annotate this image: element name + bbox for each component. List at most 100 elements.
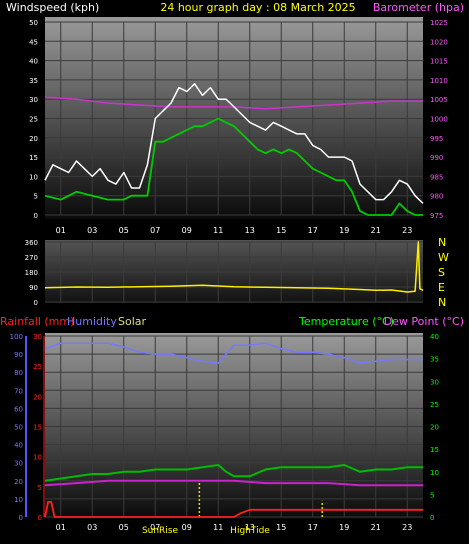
wind-y-tick-5: 25 xyxy=(29,116,38,124)
rain-y-tick-5: 25 xyxy=(33,363,42,371)
wind-xtick-1: 03 xyxy=(87,226,97,235)
rain-y-tick-4: 20 xyxy=(33,393,42,401)
wind-y-tick-8: 40 xyxy=(29,58,38,66)
baro-y-tick-5: 1000 xyxy=(430,116,448,124)
hightide-marker: HighTide xyxy=(230,526,270,536)
baro-y-tick-1: 980 xyxy=(430,193,443,201)
temp-y-tick-2: 10 xyxy=(430,469,439,477)
temp-y-axis-labels: 0 5 10 15 20 25 30 35 40 xyxy=(430,333,439,522)
hum-y-tick-2: 20 xyxy=(14,478,23,486)
hum-y-tick-10: 100 xyxy=(10,333,23,341)
gust-line xyxy=(44,83,424,204)
rain-xtick-11: 23 xyxy=(402,523,412,532)
dewpoint-label: Dew Point (°C) xyxy=(384,315,464,328)
hum-y-tick-5: 50 xyxy=(14,424,23,432)
rain-y-tick-2: 10 xyxy=(33,454,42,462)
hum-y-tick-8: 80 xyxy=(14,369,23,377)
rain-y-tick-3: 15 xyxy=(33,424,42,432)
baro-y-tick-9: 1020 xyxy=(430,38,448,46)
compass-2: S xyxy=(438,266,445,279)
temp-y-tick-3: 15 xyxy=(430,446,439,454)
humidity-label: Humidity xyxy=(67,315,117,328)
wind-xtick-6: 13 xyxy=(245,226,255,235)
compass-0: N xyxy=(438,236,446,249)
wind-y-tick-1: 5 xyxy=(34,193,38,201)
rain-xtick-4: 09 xyxy=(182,523,192,532)
wind-xtick-3: 07 xyxy=(150,226,160,235)
dir-y-tick-2: 180 xyxy=(25,269,38,277)
temp-y-tick-5: 25 xyxy=(430,401,439,409)
dir-y-tick-0: 0 xyxy=(34,299,38,307)
hum-y-tick-6: 60 xyxy=(14,405,23,413)
rain-series xyxy=(25,336,423,518)
compass-4: N xyxy=(438,296,446,309)
rain-xtick-10: 21 xyxy=(371,523,381,532)
sunrise-marker: SunRise xyxy=(142,526,179,536)
rain-xtick-5: 11 xyxy=(213,523,223,532)
event-markers: SunRise HighTide xyxy=(142,526,270,536)
wind-xtick-5: 11 xyxy=(213,226,223,235)
rain-xtick-8: 17 xyxy=(308,523,318,532)
baro-y-tick-2: 985 xyxy=(430,173,443,181)
wind-y-tick-4: 20 xyxy=(29,135,38,143)
dir-y-tick-1: 90 xyxy=(29,284,38,292)
baro-y-tick-8: 1015 xyxy=(430,58,448,66)
wind-y-tick-3: 15 xyxy=(29,154,38,162)
dewpoint-line xyxy=(44,479,423,487)
avg-wind-line xyxy=(44,117,423,216)
temperature-label: Temperature (°C) xyxy=(298,315,394,328)
baro-y-tick-10: 1025 xyxy=(430,19,448,27)
compass-1: W xyxy=(438,251,449,264)
rain-xtick-9: 19 xyxy=(339,523,349,532)
hum-y-tick-3: 30 xyxy=(14,460,23,468)
baro-y-tick-7: 1010 xyxy=(430,77,448,85)
graph-title: 24 hour graph day : 08 March 2025 xyxy=(160,1,355,14)
rain-xtick-6: 13 xyxy=(245,523,255,532)
hum-y-tick-7: 70 xyxy=(14,387,23,395)
direction-line xyxy=(44,241,424,293)
temperature-line xyxy=(44,464,423,482)
baro-y-tick-3: 990 xyxy=(430,154,443,162)
wind-y-tick-7: 35 xyxy=(29,77,38,85)
wind-series xyxy=(44,83,424,216)
rain-y-tick-1: 5 xyxy=(38,484,42,492)
wind-y-tick-6: 30 xyxy=(29,96,38,104)
wind-xtick-8: 17 xyxy=(308,226,318,235)
baro-y-tick-4: 995 xyxy=(430,135,443,143)
hum-y-tick-4: 40 xyxy=(14,442,23,450)
hum-y-tick-1: 10 xyxy=(14,496,23,504)
rain-xtick-1: 03 xyxy=(87,523,97,532)
rainfall-label: Rainfall (mm) xyxy=(0,315,74,328)
wind-x-axis-labels: 01 03 05 07 09 11 13 15 17 19 21 23 xyxy=(56,226,413,235)
windspeed-label: Windspeed (kph) xyxy=(6,1,99,14)
barometer-label: Barometer (hpa) xyxy=(373,1,464,14)
temp-y-tick-7: 35 xyxy=(430,356,439,364)
rain-xtick-7: 15 xyxy=(276,523,286,532)
baro-y-tick-0: 975 xyxy=(430,212,443,220)
rain-y-tick-6: 30 xyxy=(33,333,42,341)
humidity-line xyxy=(44,342,423,364)
wind-y-tick-10: 50 xyxy=(29,19,38,27)
rain-xtick-3: 07 xyxy=(150,523,160,532)
wind-xtick-11: 23 xyxy=(402,226,412,235)
temp-y-tick-6: 30 xyxy=(430,378,439,386)
wind-y-tick-9: 45 xyxy=(29,38,38,46)
wind-xtick-10: 21 xyxy=(371,226,381,235)
compass-3: E xyxy=(438,281,445,294)
rain-y-tick-0: 0 xyxy=(38,514,42,522)
wind-y-tick-0: 0 xyxy=(34,212,38,220)
rain-panel-grid xyxy=(45,335,423,518)
hum-y-tick-9: 90 xyxy=(14,351,23,359)
dir-y-tick-3: 270 xyxy=(25,254,38,262)
temp-y-tick-1: 5 xyxy=(430,491,434,499)
solar-label: Solar xyxy=(118,315,147,328)
rain-xtick-0: 01 xyxy=(56,523,66,532)
baro-y-tick-6: 1005 xyxy=(430,96,448,104)
temp-y-tick-0: 0 xyxy=(430,514,434,522)
rain-x-axis-labels: 01 03 05 07 09 11 13 15 17 19 21 23 xyxy=(56,523,413,532)
direction-y-axis-labels: 0 90 180 270 360 xyxy=(25,239,38,307)
dir-y-tick-4: 360 xyxy=(25,239,38,247)
wind-xtick-4: 09 xyxy=(182,226,192,235)
